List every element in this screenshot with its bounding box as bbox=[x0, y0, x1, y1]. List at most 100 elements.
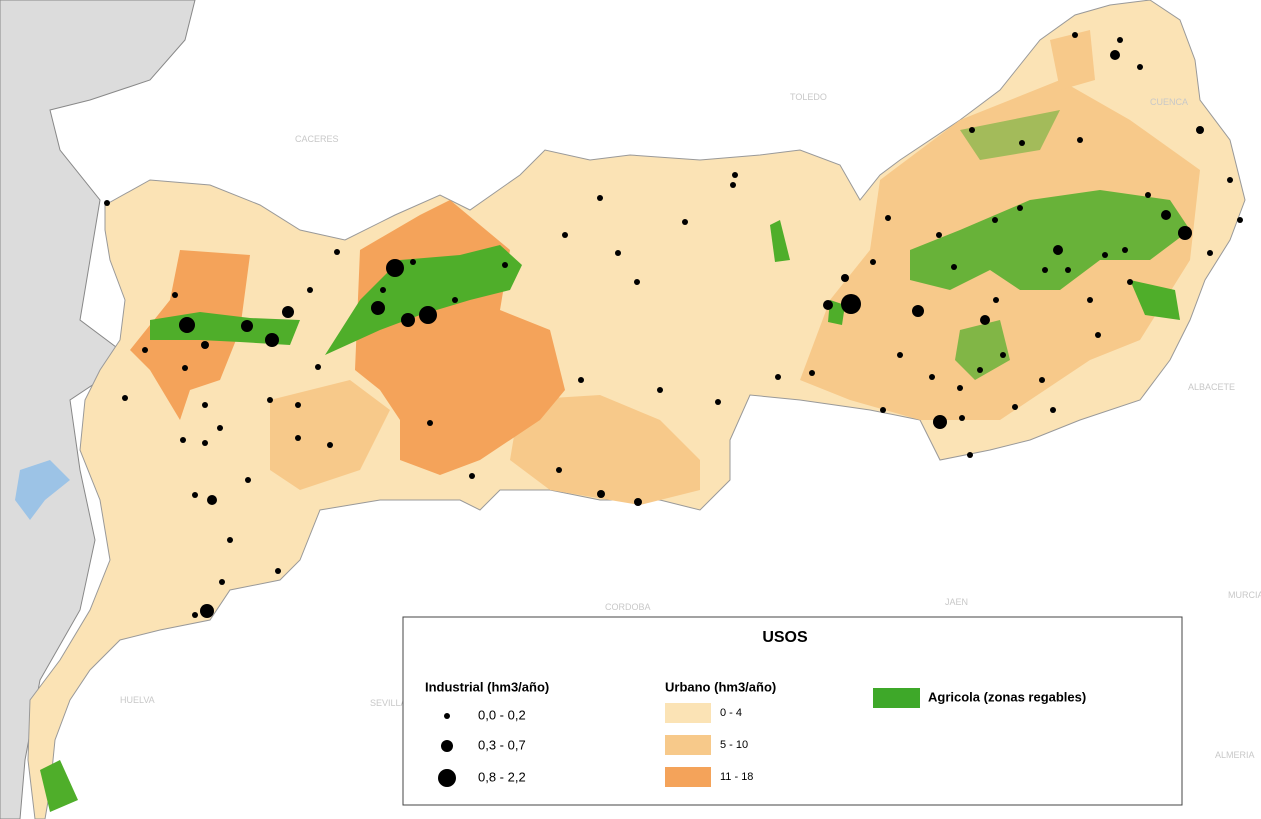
industrial-point bbox=[1077, 137, 1083, 143]
industrial-point bbox=[1065, 267, 1071, 273]
industrial-point bbox=[452, 297, 458, 303]
patch bbox=[955, 320, 1010, 380]
industrial-point bbox=[809, 370, 815, 376]
district bbox=[270, 380, 390, 490]
industrial-point bbox=[634, 279, 640, 285]
legend-label: 11 - 18 bbox=[720, 771, 753, 783]
legend-swatch bbox=[873, 688, 920, 708]
industrial-point bbox=[227, 537, 233, 543]
industrial-point bbox=[597, 195, 603, 201]
industrial-point bbox=[295, 435, 301, 441]
legend-heading: Industrial (hm3/año) bbox=[425, 679, 549, 694]
industrial-point bbox=[265, 333, 279, 347]
industrial-point bbox=[1017, 205, 1023, 211]
industrial-point bbox=[841, 294, 861, 314]
industrial-point bbox=[1053, 245, 1063, 255]
industrial-point bbox=[992, 217, 998, 223]
industrial-points bbox=[104, 32, 1243, 618]
industrial-point bbox=[682, 219, 688, 225]
legend-swatch bbox=[665, 735, 711, 755]
industrial-point bbox=[870, 259, 876, 265]
legend-label: 0,8 - 2,2 bbox=[478, 769, 526, 784]
industrial-point bbox=[823, 300, 833, 310]
legend-title: USOS bbox=[762, 629, 808, 646]
industrial-point bbox=[469, 473, 475, 479]
map-label: TOLEDO bbox=[790, 92, 827, 102]
industrial-point bbox=[1117, 37, 1123, 43]
industrial-point bbox=[172, 292, 178, 298]
district bbox=[510, 395, 700, 505]
industrial-point bbox=[1161, 210, 1171, 220]
map-label: ALMERIA bbox=[1215, 750, 1255, 760]
legend-label: 0,3 - 0,7 bbox=[478, 737, 526, 752]
industrial-point bbox=[380, 287, 386, 293]
industrial-point bbox=[182, 365, 188, 371]
industrial-point bbox=[1087, 297, 1093, 303]
industrial-point bbox=[192, 612, 198, 618]
industrial-point bbox=[1237, 217, 1243, 223]
industrial-point bbox=[334, 249, 340, 255]
industrial-point bbox=[295, 402, 301, 408]
industrial-point bbox=[967, 452, 973, 458]
industrial-point bbox=[241, 320, 253, 332]
industrial-point bbox=[104, 200, 110, 206]
industrial-point bbox=[1122, 247, 1128, 253]
industrial-point bbox=[885, 215, 891, 221]
industrial-point bbox=[1227, 177, 1233, 183]
patch bbox=[960, 110, 1060, 160]
industrial-point bbox=[200, 604, 214, 618]
map-label: CORDOBA bbox=[605, 602, 651, 612]
industrial-point bbox=[634, 498, 642, 506]
industrial-point bbox=[880, 407, 886, 413]
industrial-point bbox=[1127, 279, 1133, 285]
industrial-point bbox=[1000, 352, 1006, 358]
map-label: JAEN bbox=[945, 597, 968, 607]
industrial-point bbox=[202, 440, 208, 446]
district bbox=[1050, 30, 1095, 90]
legend-label: 0 - 4 bbox=[720, 707, 742, 719]
legend-box bbox=[402, 616, 1183, 806]
legend-label: 0,0 - 0,2 bbox=[478, 707, 526, 722]
industrial-point bbox=[1039, 377, 1045, 383]
legend-swatch bbox=[665, 703, 711, 723]
patch bbox=[325, 245, 522, 355]
industrial-point bbox=[1095, 332, 1101, 338]
patch bbox=[40, 760, 78, 812]
map-label: HUELVA bbox=[120, 695, 155, 705]
legend-label: 5 - 10 bbox=[720, 739, 748, 751]
industrial-point bbox=[410, 259, 416, 265]
industrial-point bbox=[1178, 226, 1192, 240]
legend-label: Agricola (zonas regables) bbox=[928, 689, 1086, 704]
map-labels: CACERES TOLEDO CUENCA ALBACETE CORDOBA J… bbox=[120, 92, 1261, 760]
industrial-point bbox=[556, 467, 562, 473]
legend-heading: Urbano (hm3/año) bbox=[665, 679, 776, 694]
map-label: ALBACETE bbox=[1188, 382, 1235, 392]
industrial-point bbox=[715, 399, 721, 405]
industrial-point bbox=[841, 274, 849, 282]
industrial-point bbox=[201, 341, 209, 349]
map-label: CACERES bbox=[295, 134, 339, 144]
industrial-point bbox=[562, 232, 568, 238]
map-label: MURCIA bbox=[1228, 590, 1261, 600]
industrial-point bbox=[245, 477, 251, 483]
industrial-point bbox=[1072, 32, 1078, 38]
industrial-point bbox=[327, 442, 333, 448]
industrial-point bbox=[207, 495, 217, 505]
industrial-point bbox=[192, 492, 198, 498]
industrial-point bbox=[578, 377, 584, 383]
reservoir bbox=[15, 460, 70, 520]
industrial-point bbox=[386, 259, 404, 277]
industrial-point bbox=[267, 397, 273, 403]
industrial-point bbox=[1137, 64, 1143, 70]
industrial-point bbox=[282, 306, 294, 318]
industrial-point bbox=[597, 490, 605, 498]
map-label: SEVILLA bbox=[370, 698, 407, 708]
industrial-point bbox=[315, 364, 321, 370]
legend-swatch bbox=[665, 767, 711, 787]
industrial-point bbox=[179, 317, 195, 333]
industrial-point bbox=[202, 402, 208, 408]
industrial-point bbox=[419, 306, 437, 324]
industrial-point bbox=[142, 347, 148, 353]
industrial-point bbox=[993, 297, 999, 303]
